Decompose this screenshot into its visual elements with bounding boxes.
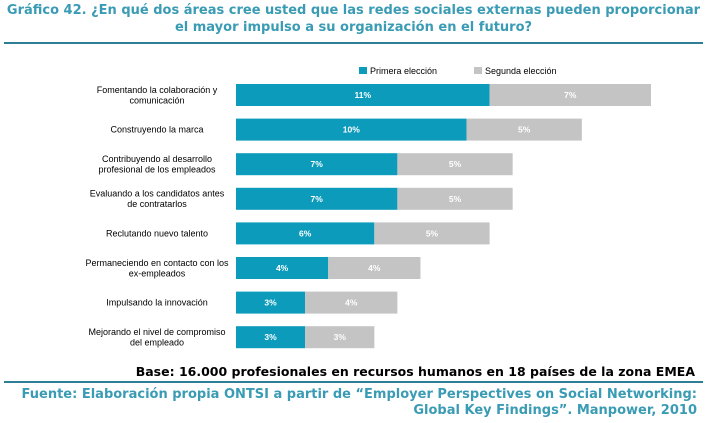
base-note: Base: 16.000 profesionales en recursos h… [135,364,695,379]
source-line-2: Global Key Findings”. Manpower, 2010 [413,403,697,418]
category-labels: Fomentando la colaboración ycomunicación… [85,85,229,348]
bar-s1-c1 [236,84,490,106]
legend-label-2: Segunda elección [485,66,557,76]
bar-s2-c2 [466,118,582,141]
data-label-s1-c5: 6% [299,228,312,238]
bar-s1-c7 [236,291,306,314]
category-label-4-line-1: Evaluando a los candidatos antes [90,189,225,199]
legend: Primera elección Segunda elección [359,66,557,76]
legend-label-1: Primera elección [370,66,437,76]
data-label-s2-c4: 5% [449,194,462,204]
bottom-rule [4,381,703,383]
category-label-5-line-1: Reclutando nuevo talento [106,228,208,238]
bar-s2-c1 [489,84,651,106]
category-label-2-line-1: Construyendo la marca [110,125,203,135]
bar-s1-c2 [236,118,467,141]
legend-swatch-2 [474,67,482,74]
data-label-s2-c6: 4% [368,263,381,273]
legend-swatch-1 [359,67,367,74]
data-label-s1-c8: 3% [264,332,277,342]
stacked-bar-chart: Primera elección Segunda elección 11% 7% 10… [85,66,651,349]
data-label-s1-c6: 4% [276,263,289,273]
data-label-s1-c1: 11% [355,90,372,100]
bar-s2-c5 [374,222,490,245]
category-label-1-line-2: comunicación [129,95,184,105]
data-label-s1-c2: 10% [343,125,360,135]
category-label-1-line-1: Fomentando la colaboración y [97,85,218,95]
category-label-3-line-1: Contribuyendo al desarrollo [102,154,212,164]
chart-title: Gráfico 42. ¿En qué dos áreas cree usted… [6,3,701,35]
category-label-3-line-2: profesional de los empleados [98,164,216,174]
category-label-8-line-1: Mejorando el nivel de compromiso [88,327,225,337]
bar-s1-c8 [236,326,306,349]
source-line-1: Fuente: Elaboración propia ONTSI a parti… [21,387,697,402]
data-label-s1-c7: 3% [264,298,277,308]
data-label-s2-c2: 5% [518,125,531,135]
bars-group: 11% 7% 10% 5% 7% 5% 7% 5% 6% 5% 4% 4% 3% 4% 3% 3% [236,84,651,349]
data-label-s2-c7: 4% [345,298,358,308]
bar-s1-c5 [236,222,375,245]
category-label-4-line-2: de contratarlos [127,199,187,209]
bar-s1-c4 [236,187,398,210]
category-label-7-line-1: Impulsando la innovación [106,298,208,308]
data-label-s2-c8: 3% [334,332,347,342]
bar-s2-c8 [305,326,375,349]
top-rule [4,42,703,44]
data-label-s1-c3: 7% [311,159,324,169]
data-label-s2-c1: 7% [564,90,577,100]
category-label-8-line-2: del empleado [130,337,184,347]
bar-s2-c4 [397,187,513,210]
category-label-6-line-2: ex-empleados [129,268,186,278]
data-label-s2-c5: 5% [426,228,439,238]
data-label-s2-c3: 5% [449,159,462,169]
bar-s1-c3 [236,153,398,176]
category-label-6-line-1: Permaneciendo en contacto con los [85,258,229,268]
source-note: Fuente: Elaboración propia ONTSI a parti… [7,387,697,419]
bar-s2-c3 [397,153,513,176]
bar-s1-c6 [236,257,329,279]
data-label-s1-c4: 7% [311,194,324,204]
bar-s2-c6 [328,257,421,279]
bar-s2-c7 [305,291,398,314]
